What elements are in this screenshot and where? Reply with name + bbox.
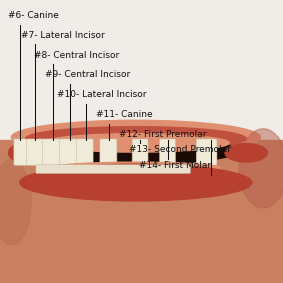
Text: #14- First Molar: #14- First Molar: [139, 161, 211, 170]
Text: #9- Central Incisor: #9- Central Incisor: [45, 70, 130, 80]
Ellipse shape: [20, 164, 252, 201]
Text: #10- Lateral Incisor: #10- Lateral Incisor: [57, 90, 146, 99]
Ellipse shape: [8, 143, 42, 163]
Bar: [0, 140, 283, 283]
FancyBboxPatch shape: [196, 139, 217, 165]
Ellipse shape: [239, 129, 283, 208]
FancyBboxPatch shape: [42, 139, 61, 165]
Ellipse shape: [225, 144, 267, 162]
Text: #11- Canine: #11- Canine: [96, 110, 153, 119]
FancyBboxPatch shape: [36, 165, 190, 173]
Text: #13- Second Premolar: #13- Second Premolar: [129, 145, 231, 155]
FancyBboxPatch shape: [132, 139, 148, 165]
FancyBboxPatch shape: [27, 139, 44, 165]
Ellipse shape: [0, 160, 31, 245]
FancyBboxPatch shape: [59, 139, 78, 165]
FancyBboxPatch shape: [14, 139, 27, 165]
Text: #7- Lateral Incisor: #7- Lateral Incisor: [21, 31, 105, 40]
Ellipse shape: [25, 127, 246, 151]
Ellipse shape: [11, 120, 260, 154]
Text: #8- Central Incisor: #8- Central Incisor: [34, 51, 119, 60]
Ellipse shape: [42, 134, 229, 152]
Ellipse shape: [51, 162, 221, 173]
FancyBboxPatch shape: [100, 139, 117, 165]
Ellipse shape: [34, 138, 238, 164]
Text: #12- First Premolar: #12- First Premolar: [119, 130, 206, 139]
FancyBboxPatch shape: [77, 139, 93, 165]
Text: #6- Canine: #6- Canine: [8, 11, 59, 20]
FancyBboxPatch shape: [160, 139, 175, 165]
